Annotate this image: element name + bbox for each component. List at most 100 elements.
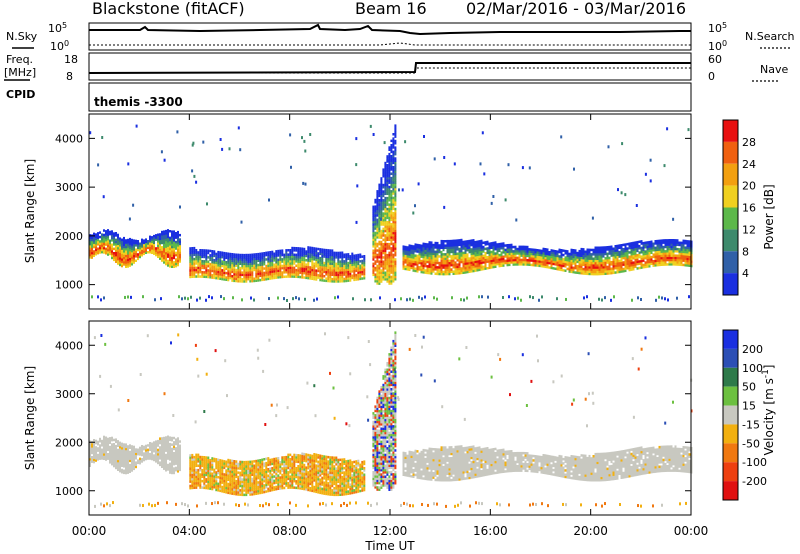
power-cell: [229, 276, 232, 280]
velocity-cell: [179, 440, 181, 443]
velocity-cell: [149, 444, 151, 447]
power-cell: [588, 253, 591, 256]
power-cell: [233, 270, 236, 274]
velocity-cell: [123, 471, 125, 475]
power-cell: [315, 247, 318, 250]
power-cell: [315, 258, 318, 261]
velocity-cell: [197, 455, 200, 459]
power-cell: [462, 240, 465, 244]
power-cell: [442, 255, 445, 258]
velocity-cell: [189, 458, 192, 461]
power-cell: [109, 246, 111, 249]
power-cell: [141, 249, 143, 253]
power-cell: [618, 264, 621, 267]
power-cell: [275, 269, 278, 273]
velocity-cell: [125, 456, 127, 459]
velocity-cell: [249, 493, 252, 496]
velocity-cell: [133, 463, 135, 466]
power-cell: [442, 272, 445, 276]
power-cell: [472, 250, 475, 253]
power-cell: [265, 269, 268, 272]
power-scatter: [355, 220, 358, 224]
power-cell: [333, 275, 336, 279]
power-cell: [139, 249, 141, 252]
power-cell: [684, 253, 687, 256]
power-cell: [249, 264, 252, 268]
power-cell: [654, 253, 657, 256]
velocity-cell: [211, 459, 214, 462]
power-cell: [235, 277, 238, 281]
power-cell: [203, 253, 206, 257]
velocity-cell: [229, 459, 232, 462]
velocity-cell: [121, 453, 123, 457]
power-cell: [169, 230, 171, 233]
power-cell: [287, 257, 290, 261]
power-cell: [392, 280, 395, 283]
power-cell: [674, 239, 677, 242]
velocity-cell: [247, 489, 250, 492]
power-cell: [175, 260, 177, 263]
power-cell: [372, 273, 375, 277]
power-cell: [652, 253, 655, 256]
power-cell: [384, 216, 387, 220]
power-cell: [442, 246, 445, 249]
velocity-cell: [155, 457, 157, 461]
velocity-cell: [229, 470, 232, 473]
power-cell: [149, 240, 151, 243]
velocity-cell: [219, 472, 222, 475]
power-cell: [476, 249, 479, 252]
power-cell: [386, 247, 389, 250]
power-cell: [247, 271, 250, 274]
power-cell: [331, 251, 334, 255]
power-cell: [165, 249, 167, 253]
velocity-cell: [169, 456, 171, 459]
power-cell: [382, 207, 385, 211]
power-cell: [636, 247, 639, 250]
power-cell: [189, 275, 192, 279]
velocity-cell: [119, 454, 121, 458]
power-cell: [530, 254, 533, 258]
power-cell: [630, 253, 633, 256]
power-cell: [386, 271, 389, 274]
power-cell: [638, 260, 641, 263]
power-cell: [255, 272, 258, 276]
power-cell: [392, 172, 395, 175]
velocity-cell: [231, 483, 234, 487]
power-cell: [149, 235, 151, 239]
power-cell: [337, 258, 340, 261]
power-cell: [462, 271, 465, 274]
velocity-cell: [169, 436, 171, 439]
power-cell: [572, 251, 575, 254]
power-cell: [420, 270, 423, 274]
power-cell: [235, 271, 238, 274]
power-cell: [636, 260, 639, 264]
power-cell: [333, 271, 336, 274]
power-cell: [662, 254, 665, 258]
power-cell: [450, 261, 453, 265]
power-cell: [450, 270, 453, 273]
power-cell: [480, 241, 483, 245]
power-cell: [323, 275, 326, 278]
power-cell: [394, 150, 397, 154]
power-cell: [281, 266, 284, 270]
power-cell: [251, 266, 254, 270]
power-cell: [153, 250, 155, 253]
power-cell: [277, 273, 280, 277]
velocity-cell: [167, 452, 169, 456]
power-cell: [470, 254, 473, 258]
power-cell: [610, 267, 613, 270]
power-cell: [217, 255, 220, 258]
velocity-cell: [207, 474, 210, 477]
power-cell: [337, 262, 340, 266]
velocity-cell: [163, 467, 165, 470]
power-cell: [171, 256, 173, 260]
power-cell: [225, 252, 228, 255]
power-cell: [674, 241, 677, 244]
power-scatter: [620, 191, 623, 195]
power-cell: [584, 272, 587, 275]
power-cell: [329, 280, 332, 283]
power-cell: [532, 248, 535, 251]
power-cell: [329, 253, 332, 257]
power-cell: [173, 254, 175, 257]
velocity-cell: [207, 467, 210, 470]
